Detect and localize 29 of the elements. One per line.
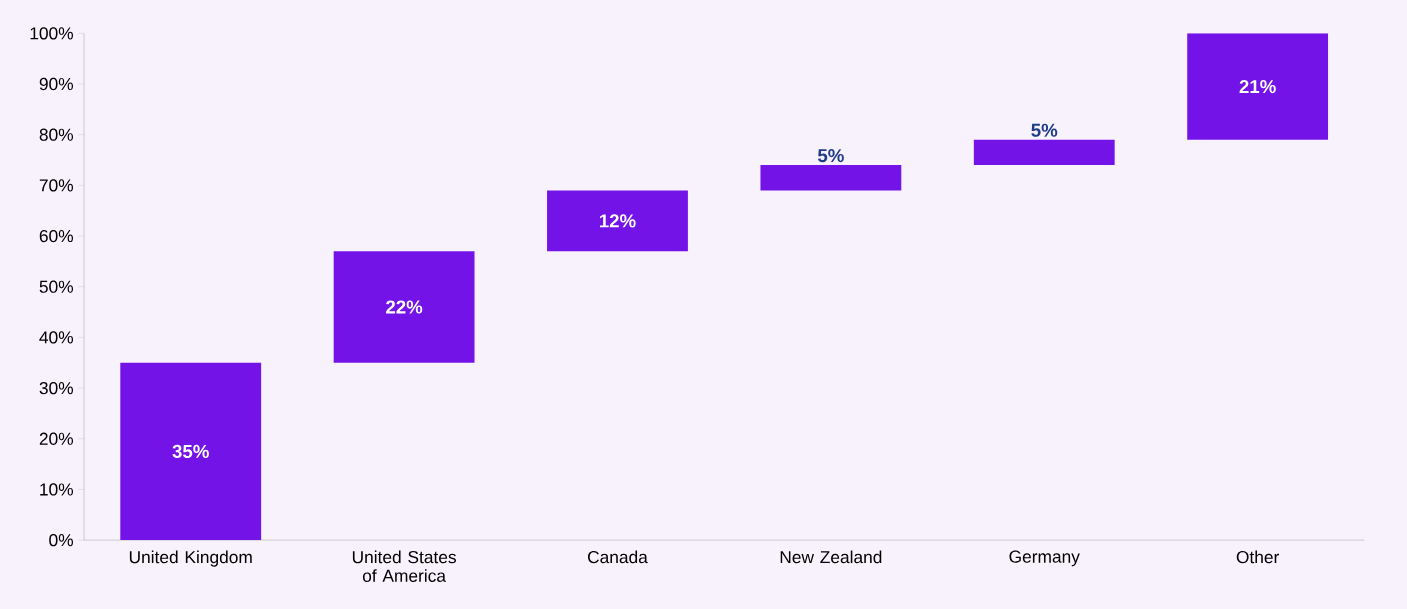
y-tick-label: 70%: [39, 178, 74, 192]
bar: [333, 251, 475, 363]
y-tick-label: 90%: [39, 77, 74, 90]
x-tick-label: Canada: [587, 550, 648, 564]
bar: [760, 164, 902, 191]
x-tick-label: United States of America: [352, 550, 456, 582]
y-tick-label: 10%: [40, 483, 74, 496]
y-tick-label: 20%: [39, 432, 74, 445]
x-tick-label: United Kingdom: [129, 550, 252, 567]
data-label: 21%: [1239, 79, 1276, 93]
y-tick-label: 0%: [49, 533, 74, 547]
x-tick-label: Germany: [1009, 550, 1080, 566]
bar: [547, 190, 688, 252]
y-tick-label: 40%: [39, 331, 74, 344]
bar: [120, 362, 262, 540]
y-tick-label: 60%: [39, 229, 74, 242]
bar: [973, 139, 1115, 165]
y-tick-label: 30%: [39, 381, 74, 394]
data-label: 5%: [1031, 123, 1058, 137]
y-tick-label: 100%: [30, 26, 73, 40]
data-label: 12%: [599, 214, 636, 228]
data-label: 5%: [817, 148, 844, 162]
x-tick-label: New Zealand: [780, 550, 882, 564]
data-label: 35%: [172, 444, 209, 458]
data-label: 22%: [386, 300, 423, 314]
x-tick-label: Other: [1236, 550, 1280, 564]
y-tick-label: 80%: [39, 128, 74, 141]
bar: [1187, 33, 1329, 140]
y-tick-label: 50%: [39, 280, 74, 293]
